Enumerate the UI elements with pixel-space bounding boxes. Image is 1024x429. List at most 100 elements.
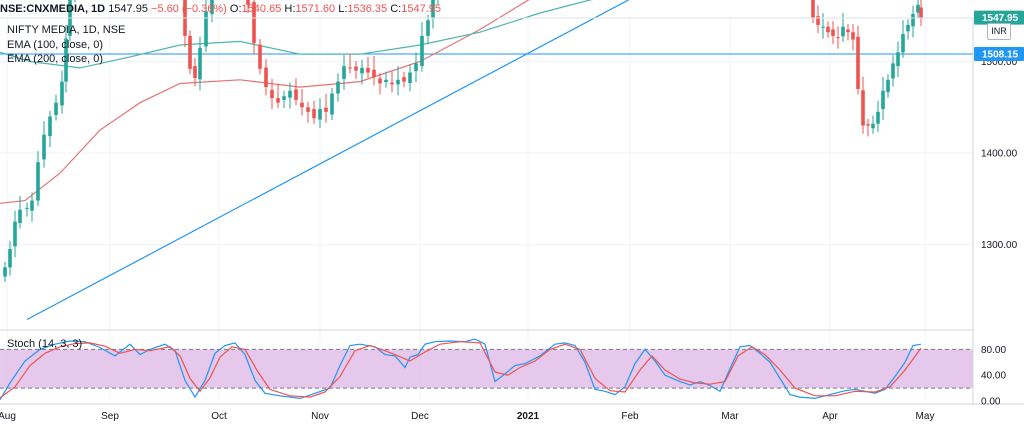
candle-body bbox=[288, 90, 292, 98]
open-label: O: bbox=[229, 3, 242, 15]
candle bbox=[252, 0, 256, 55]
candle bbox=[336, 73, 340, 102]
candle bbox=[861, 76, 865, 134]
ema100-line bbox=[0, 0, 530, 204]
candle-body bbox=[42, 134, 46, 160]
candle bbox=[384, 71, 388, 88]
candle bbox=[896, 41, 900, 78]
candle-body bbox=[48, 116, 52, 137]
candle-body bbox=[378, 78, 382, 84]
candle bbox=[288, 82, 292, 109]
candle-body bbox=[836, 37, 840, 39]
candle-body bbox=[821, 26, 825, 28]
candle bbox=[891, 55, 895, 87]
candle bbox=[396, 66, 400, 96]
candle-body bbox=[318, 109, 322, 120]
candle-body bbox=[348, 67, 352, 69]
candle bbox=[270, 78, 274, 110]
time-tick-label: Apr bbox=[822, 411, 838, 422]
candle-body bbox=[336, 81, 340, 94]
candle-body bbox=[264, 67, 268, 88]
candle bbox=[330, 88, 334, 121]
candle-body bbox=[188, 35, 192, 69]
candle bbox=[8, 240, 12, 276]
ema-lines bbox=[0, 0, 593, 204]
candle bbox=[306, 101, 310, 123]
ema200-line bbox=[0, 0, 593, 69]
candle-body bbox=[896, 52, 900, 67]
candle bbox=[866, 118, 870, 137]
legend-ema200: EMA (200, close, 0) bbox=[7, 53, 103, 65]
gridlines bbox=[0, 18, 973, 402]
candle bbox=[360, 59, 364, 85]
candle-body bbox=[431, 0, 435, 18]
candle-body bbox=[372, 69, 376, 78]
candle-body bbox=[204, 11, 208, 47]
legend-stoch: Stoch (14, 3, 3) bbox=[7, 338, 83, 350]
candle-body bbox=[366, 67, 370, 73]
candle bbox=[348, 53, 352, 74]
currency-button[interactable]: INR bbox=[987, 23, 1011, 40]
candle bbox=[188, 30, 192, 75]
candle bbox=[60, 70, 64, 114]
candle-body bbox=[861, 90, 865, 126]
candle bbox=[841, 13, 845, 42]
candle-body bbox=[342, 66, 346, 79]
candle-body bbox=[402, 77, 406, 82]
symbol-header: NSE:CNXMEDIA, 1D 1547.95 −5.60 (−0.36%) … bbox=[0, 3, 441, 15]
time-tick-label: Mar bbox=[721, 411, 739, 422]
candle-body bbox=[246, 0, 250, 5]
candle-body bbox=[841, 26, 845, 37]
candle bbox=[431, 0, 435, 29]
candle bbox=[856, 25, 860, 95]
price-change: −5.60 (−0.36%) bbox=[151, 3, 227, 15]
candle-body bbox=[420, 35, 424, 67]
candle bbox=[881, 77, 885, 121]
candle-body bbox=[390, 82, 394, 85]
time-tick-label: Dec bbox=[411, 411, 429, 422]
time-tick-label: Aug bbox=[0, 411, 16, 422]
candle-body bbox=[252, 2, 256, 44]
candle-body bbox=[25, 207, 29, 209]
candle-body bbox=[919, 7, 923, 18]
candle bbox=[426, 14, 430, 45]
candles bbox=[3, 0, 923, 283]
stoch-k-line bbox=[0, 338, 922, 401]
candle-body bbox=[831, 29, 835, 36]
candle-body bbox=[816, 16, 820, 25]
high-label: H: bbox=[284, 3, 296, 15]
candle-body bbox=[901, 34, 905, 53]
candle bbox=[846, 23, 850, 41]
candle bbox=[821, 13, 825, 39]
candle bbox=[826, 21, 830, 38]
candle bbox=[911, 5, 915, 38]
candle-body bbox=[3, 267, 7, 277]
candle bbox=[342, 55, 346, 90]
candle bbox=[18, 196, 22, 229]
candle bbox=[258, 39, 262, 75]
candle bbox=[831, 21, 835, 45]
stoch-tick-label: 80.00 bbox=[981, 345, 1006, 356]
candle bbox=[354, 61, 358, 79]
candle bbox=[48, 110, 52, 148]
time-tick-label: 2021 bbox=[517, 411, 540, 422]
price-tick-label: 1400.00 bbox=[981, 149, 1018, 160]
time-tick-label: Sep bbox=[101, 411, 119, 422]
candle bbox=[30, 192, 34, 222]
horizontal-lines bbox=[0, 53, 973, 55]
candle bbox=[25, 202, 29, 217]
candle-body bbox=[324, 107, 328, 112]
candle-body bbox=[282, 96, 286, 100]
candle-body bbox=[881, 90, 885, 110]
candle-body bbox=[330, 93, 334, 115]
candle-body bbox=[360, 67, 364, 74]
candle bbox=[204, 0, 208, 52]
stoch-pane bbox=[0, 338, 973, 401]
candle-body bbox=[64, 38, 68, 82]
candle-body bbox=[426, 20, 430, 36]
candle-body bbox=[60, 81, 64, 106]
candle bbox=[312, 100, 316, 124]
price-tag-box bbox=[974, 47, 1024, 62]
